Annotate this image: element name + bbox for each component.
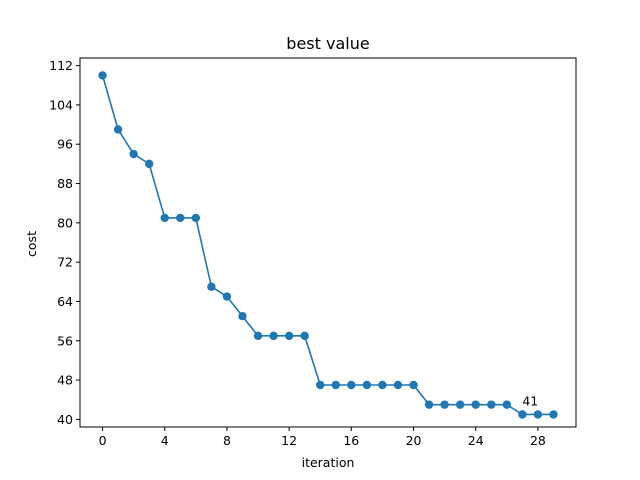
- data-point: [331, 380, 340, 390]
- y-tick-label: 80: [57, 215, 73, 230]
- x-tick-label: 24: [468, 433, 484, 448]
- y-tick-label: 112: [49, 58, 73, 73]
- data-point: [424, 400, 434, 409]
- data-point: [409, 380, 418, 390]
- data-point: [207, 282, 216, 291]
- x-tick-label: 16: [343, 433, 359, 448]
- x-axis-label: iteration: [302, 455, 355, 470]
- y-tick-label: 96: [57, 137, 73, 152]
- plot-frame: [79, 57, 577, 428]
- data-point: [316, 380, 325, 390]
- data-point: [222, 292, 232, 301]
- data-point: [238, 312, 247, 321]
- data-label: 41: [522, 393, 538, 408]
- y-tick-label: 104: [49, 97, 73, 112]
- x-tick-label: 28: [530, 433, 546, 448]
- y-tick-label: 48: [57, 373, 73, 388]
- data-point: [533, 410, 543, 419]
- data-point: [269, 331, 278, 341]
- y-tick-label: 40: [57, 412, 73, 427]
- data-point: [176, 213, 185, 223]
- x-tick-label: 12: [281, 433, 297, 448]
- y-tick-label: 72: [57, 255, 73, 270]
- data-point: [113, 125, 123, 134]
- chart-title: best value: [286, 34, 369, 53]
- data-point: [300, 331, 309, 341]
- data-point: [191, 213, 201, 223]
- data-point: [455, 400, 465, 409]
- data-point: [129, 149, 138, 159]
- x-tick-label: 20: [406, 433, 422, 448]
- data-point: [440, 400, 449, 409]
- x-tick-label: 8: [223, 433, 231, 448]
- y-tick-label: 88: [57, 176, 73, 191]
- data-point: [502, 400, 512, 409]
- data-point: [549, 410, 558, 419]
- data-point: [362, 380, 372, 390]
- data-point: [144, 159, 154, 169]
- data-point: [347, 380, 356, 390]
- data-point: [160, 213, 169, 223]
- data-point: [471, 400, 480, 409]
- data-point: [378, 380, 387, 390]
- x-tick-label: 4: [161, 433, 169, 448]
- y-tick-label: 56: [57, 333, 73, 348]
- data-point: [98, 71, 107, 80]
- data-point: [393, 380, 403, 390]
- data-point: [284, 331, 294, 341]
- x-tick-label: 0: [99, 433, 107, 448]
- data-point: [487, 400, 496, 409]
- data-point: [253, 331, 263, 341]
- y-axis-label: cost: [24, 231, 39, 257]
- y-tick-label: 64: [57, 294, 73, 309]
- data-point: [518, 410, 527, 419]
